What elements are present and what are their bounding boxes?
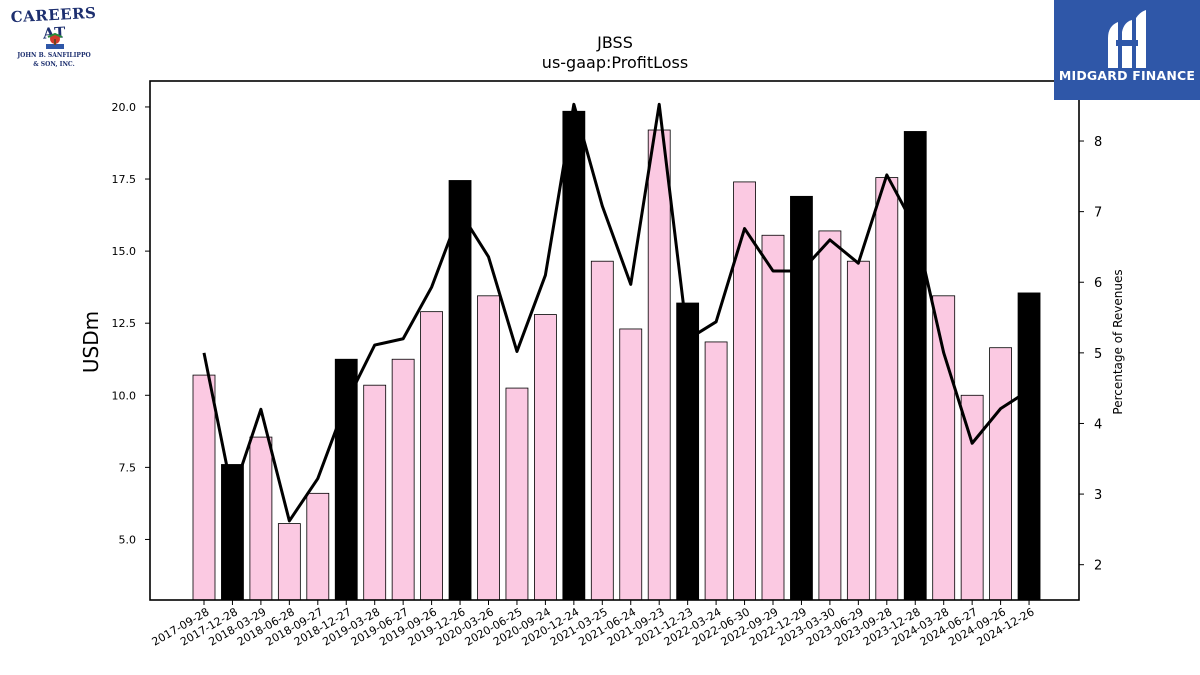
y-tick-label: 15.0: [112, 245, 137, 258]
bar-2024-03-28: [932, 295, 956, 601]
bar-2018-06-28: [277, 523, 301, 601]
y2-tick-label: 5: [1094, 347, 1102, 362]
plot-frame: [149, 80, 1080, 601]
bar-2023-06-29: [846, 260, 870, 601]
bar-2020-03-26: [477, 295, 500, 601]
midgard-mark-icon: [1108, 10, 1146, 68]
midgard-finance-logo: MIDGARD FINANCE: [1054, 0, 1200, 100]
midgard-finance-name: MIDGARD FINANCE: [1058, 68, 1196, 83]
bar-2024-06-27: [960, 394, 984, 601]
palm-tree-icon: [46, 32, 64, 49]
y2-tick-label: 8: [1094, 135, 1102, 150]
bar-2023-09-28: [875, 177, 899, 601]
bar-2024-12-26: [1017, 292, 1041, 601]
bar-2020-06-25: [505, 387, 529, 601]
bar-2018-03-29: [249, 436, 273, 601]
bar-2017-09-28: [192, 374, 216, 601]
bar-2022-03-24: [704, 341, 728, 601]
y2-tick-label: 4: [1094, 417, 1102, 432]
bar-2019-06-27: [391, 358, 415, 601]
y2-tick-label: 3: [1094, 488, 1102, 503]
y-tick-label: 7.5: [119, 461, 137, 474]
bar-2018-09-27: [306, 492, 330, 601]
y2-tick-label: 6: [1094, 276, 1102, 291]
y-tick-label: 20.0: [112, 101, 137, 114]
bar-2017-12-28: [221, 464, 244, 601]
bar-series: [192, 110, 1041, 601]
chart-title: JBSS: [596, 33, 633, 52]
bar-2021-12-23: [676, 302, 700, 601]
chart-subtitle: us-gaap:ProfitLoss: [542, 53, 688, 72]
bar-2019-03-28: [363, 384, 387, 601]
bar-2022-09-29: [761, 234, 785, 601]
bar-2020-12-24: [562, 110, 586, 601]
revenue-percentage-line: [202, 102, 1030, 523]
bar-2021-03-25: [590, 260, 614, 601]
careers-logo-company-suffix: & SON, INC.: [33, 61, 75, 68]
bar-2019-09-26: [420, 311, 444, 601]
careers-logo-company: JOHN B. SANFILIPPO: [17, 52, 91, 59]
bar-2019-12-26: [448, 180, 472, 601]
bar-2022-06-30: [733, 181, 756, 601]
bar-2024-09-26: [989, 347, 1012, 601]
bar-2023-03-30: [818, 230, 842, 601]
bar-2018-12-27: [334, 358, 358, 601]
y2-axis-label: Percentage of Revenues: [1111, 269, 1125, 414]
y-axis-label: USDm: [79, 311, 103, 373]
bar-2023-12-28: [903, 131, 927, 601]
y-tick-label: 10.0: [112, 389, 137, 402]
y2-tick-label: 2: [1094, 559, 1102, 574]
y2-tick-label: 7: [1094, 206, 1102, 221]
line-series: [202, 102, 1030, 523]
y-tick-label: 5.0: [119, 533, 137, 546]
bar-2020-09-24: [534, 314, 557, 601]
y-tick-label: 17.5: [112, 173, 137, 186]
bar-2021-09-23: [647, 129, 671, 601]
y-tick-label: 12.5: [112, 317, 137, 330]
bar-2022-12-29: [790, 195, 813, 601]
careers-logo: CAREERS AT JOHN B. SANFILIPPO & SON, INC…: [4, 4, 104, 70]
bar-2021-06-24: [619, 328, 643, 601]
